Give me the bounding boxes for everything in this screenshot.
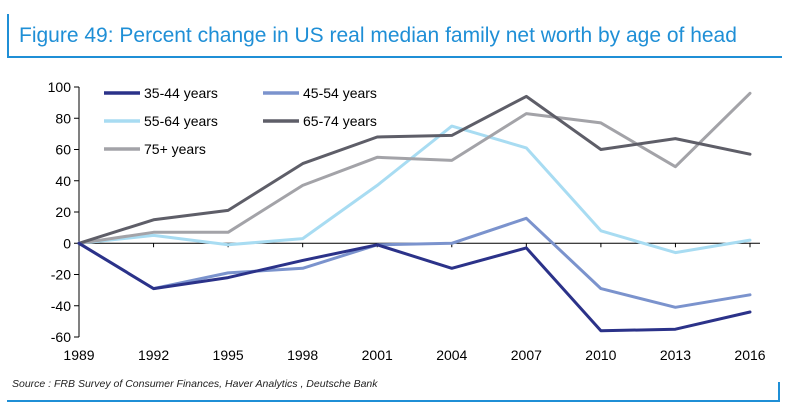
y-tick-label: 40: [55, 173, 71, 189]
y-tick-label: 20: [55, 204, 71, 220]
series-line-45-54-years: [77, 216, 752, 309]
chart-series: [77, 91, 752, 333]
y-tick-label: 100: [48, 79, 72, 95]
x-tick-label: 2010: [585, 347, 616, 363]
legend-label: 45-54 years: [303, 85, 377, 101]
series-line-55-64-years: [77, 124, 752, 255]
legend-label: 75+ years: [144, 141, 206, 157]
legend-label: 65-74 years: [303, 113, 377, 129]
x-tick-label: 1995: [213, 347, 244, 363]
x-tick-label: 2001: [362, 347, 393, 363]
x-tick-label: 2004: [436, 347, 467, 363]
source-note: Source : FRB Survey of Consumer Finances…: [12, 378, 378, 390]
x-tick-label: 1998: [287, 347, 318, 363]
legend-label: 55-64 years: [144, 113, 218, 129]
y-tick-label: -60: [51, 329, 71, 345]
chart-legend: 35-44 years 45-54 years 55-64 years 65-74 y…: [104, 85, 377, 157]
footer-rule-corner: [778, 382, 780, 402]
x-tick-label: 1989: [63, 347, 94, 363]
x-tick-label: 1992: [138, 347, 169, 363]
x-tick-label: 2007: [511, 347, 542, 363]
title-frame: Figure 49: Percent change in US real med…: [7, 14, 782, 58]
legend-label: 35-44 years: [144, 85, 218, 101]
footer-rule: [7, 400, 780, 402]
x-tick-label: 2016: [734, 347, 765, 363]
chart-axes: -60 -40 -20 0 20 40 60 80 100 1989 1992 1995 1998 200…: [48, 79, 766, 363]
y-tick-label: 80: [55, 110, 71, 126]
y-tick-label: -20: [51, 267, 71, 283]
series-line-35-44-years: [77, 241, 752, 333]
y-tick-label: 0: [63, 235, 71, 251]
chart-title: Figure 49: Percent change in US real med…: [19, 24, 737, 47]
series-line-65-74-years: [77, 94, 752, 245]
y-tick-label: -40: [51, 298, 71, 314]
y-tick-label: 60: [55, 142, 71, 158]
x-tick-label: 2013: [660, 347, 691, 363]
